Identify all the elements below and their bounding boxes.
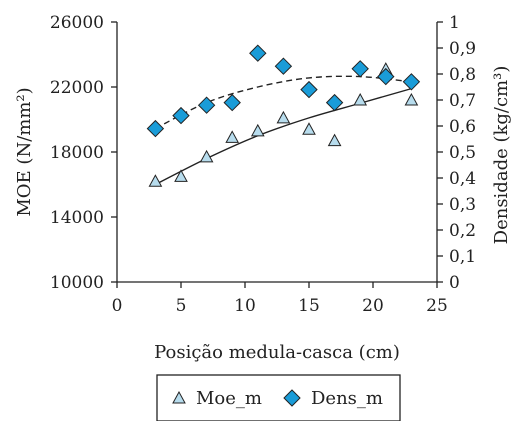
y-right-axis-title: Densidade (kg/cm³): [491, 66, 512, 245]
legend-label-moe: Moe_m: [196, 388, 262, 409]
y-left-tick-label-1: 14000: [50, 208, 104, 228]
axes: [116, 22, 438, 283]
legend-marker-dens: [283, 389, 301, 407]
y-right-tick-label-6: 0,6: [449, 117, 476, 137]
point-dens-m-9: [377, 67, 395, 86]
point-moe-m-10: [404, 92, 419, 106]
point-dens-m-1: [172, 106, 190, 125]
y-right-tick-label-4: 0,4: [449, 169, 476, 189]
x-tick-label-0: 0: [112, 296, 123, 316]
legend-box: [156, 374, 401, 421]
legend-label-dens: Dens_m: [311, 388, 383, 409]
point-moe-m-8: [353, 92, 368, 106]
data-points: [146, 44, 421, 187]
point-dens-m-2: [197, 96, 216, 114]
x-tick-label-3: 15: [298, 296, 320, 316]
ticks: 0 5 10 15 20 25 10000 14000 18000 22000 26000 0 0,1 0…: [50, 13, 476, 316]
point-dens-m-4: [249, 44, 267, 62]
point-moe-m-6: [302, 122, 316, 135]
y-right-tick-label-0: 0: [449, 273, 460, 293]
point-moe-m-5: [276, 110, 291, 124]
y-right-tick-label-9: 0,9: [449, 39, 476, 59]
y-left-tick-label-4: 26000: [50, 13, 104, 33]
x-tick-label-5: 25: [426, 296, 448, 316]
y-left-tick-label-2: 18000: [50, 143, 104, 163]
point-dens-m-6: [300, 80, 318, 99]
legend-marker-moe: [172, 390, 186, 404]
point-moe-m-0: [148, 174, 163, 187]
y-right-tick-label-5: 0,5: [449, 143, 476, 163]
point-dens-m-8: [351, 60, 369, 78]
point-dens-m-7: [325, 93, 344, 112]
y-left-tick-label-3: 22000: [50, 78, 104, 98]
trend-lines: [155, 75, 412, 186]
point-moe-m-1: [174, 169, 188, 182]
y-left-tick-label-0: 10000: [50, 273, 104, 293]
y-left-axis-title: MOE (N/mm²): [14, 87, 35, 216]
x-tick-label-4: 20: [362, 296, 384, 316]
x-tick-label-1: 5: [176, 296, 187, 316]
point-moe-m-7: [327, 133, 342, 147]
point-dens-m-5: [274, 57, 293, 75]
y-right-tick-label-10: 1: [449, 13, 460, 33]
point-moe-m-3: [225, 130, 240, 143]
x-axis-title: Posição medula-casca (cm): [154, 342, 400, 363]
y-right-tick-label-7: 0,7: [449, 91, 476, 111]
point-dens-m-10: [402, 73, 421, 91]
trend-line-moe-m: [155, 87, 412, 186]
point-moe-m-4: [250, 123, 265, 137]
x-tick-label-2: 10: [234, 296, 256, 316]
y-right-tick-label-3: 0,3: [449, 195, 476, 215]
point-dens-m-3: [223, 93, 241, 112]
legend: Moe_m Dens_m: [156, 374, 401, 421]
y-right-tick-label-2: 0,2: [449, 221, 476, 241]
y-right-tick-label-1: 0,1: [449, 247, 476, 267]
point-dens-m-0: [146, 119, 165, 138]
y-right-tick-label-8: 0,8: [449, 65, 476, 85]
point-moe-m-2: [199, 149, 214, 163]
